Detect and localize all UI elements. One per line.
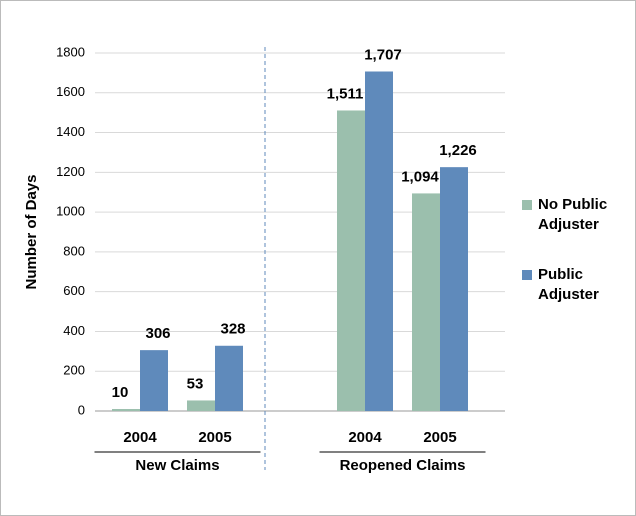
value-label: 1,094 — [401, 168, 439, 185]
value-label: 10 — [112, 384, 129, 401]
bar — [187, 400, 215, 411]
x-tick-label: 2004 — [123, 429, 157, 446]
y-tick-label: 1600 — [56, 84, 85, 99]
bar — [412, 193, 440, 411]
y-axis-label: Number of Days — [23, 174, 40, 289]
legend-label: No Public Adjuster — [538, 196, 607, 233]
legend-swatch — [522, 200, 532, 210]
y-tick-label: 800 — [63, 243, 85, 258]
legend-swatch — [522, 270, 532, 280]
bar — [440, 167, 468, 411]
bar — [112, 409, 140, 411]
y-tick-label: 1000 — [56, 204, 85, 219]
bar — [140, 350, 168, 411]
x-tick-label: 2005 — [198, 429, 231, 446]
legend-label: Public Adjuster — [538, 266, 599, 303]
value-label: 306 — [145, 325, 170, 342]
value-label: 1,226 — [439, 142, 477, 159]
value-label: 1,511 — [327, 85, 364, 102]
value-label: 1,707 — [364, 46, 402, 63]
y-tick-label: 0 — [78, 402, 85, 417]
group-label: Reopened Claims — [340, 457, 466, 474]
y-tick-label: 1800 — [56, 44, 85, 59]
value-label: 328 — [220, 321, 245, 338]
x-tick-label: 2005 — [423, 429, 456, 446]
y-tick-label: 400 — [63, 323, 85, 338]
y-tick-label: 600 — [63, 283, 85, 298]
value-label: 53 — [187, 375, 204, 392]
bar — [215, 345, 243, 411]
group-label: New Claims — [135, 457, 219, 474]
bar — [365, 71, 393, 411]
y-tick-label: 1200 — [56, 164, 85, 179]
y-tick-label: 1400 — [56, 124, 85, 139]
x-tick-label: 2004 — [348, 429, 382, 446]
y-tick-label: 200 — [63, 363, 85, 378]
bar — [337, 110, 365, 412]
